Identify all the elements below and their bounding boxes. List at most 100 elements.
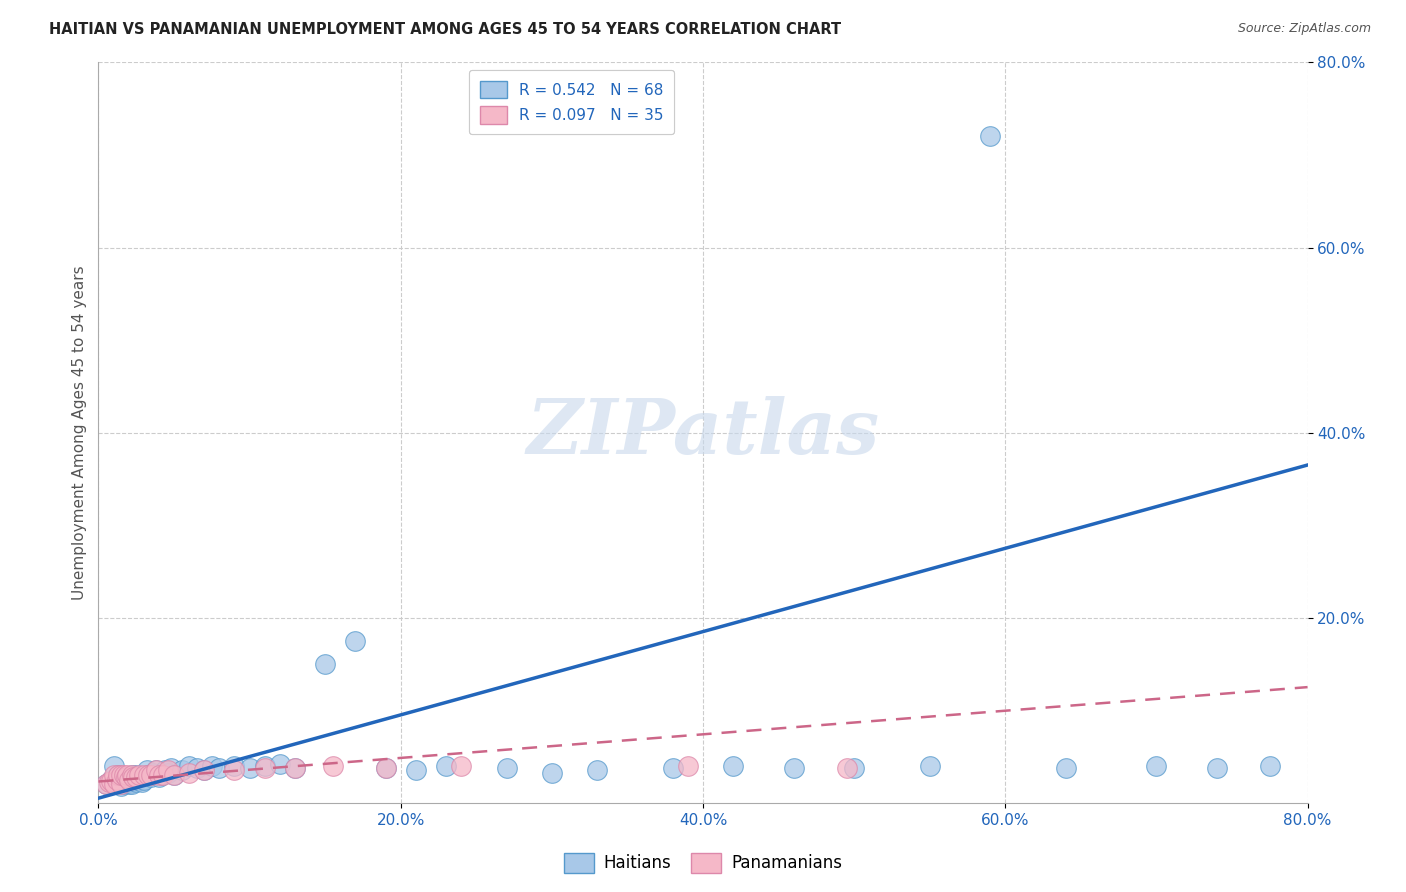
Point bbox=[253, 758, 276, 772]
Point bbox=[723, 758, 745, 772]
Point bbox=[201, 758, 224, 772]
Point bbox=[98, 775, 121, 789]
Point bbox=[661, 761, 683, 775]
Point bbox=[128, 770, 150, 784]
Point bbox=[224, 764, 246, 778]
Point bbox=[114, 775, 136, 789]
Point bbox=[193, 764, 215, 778]
Point bbox=[118, 772, 141, 787]
Point bbox=[122, 772, 145, 787]
Point bbox=[103, 758, 125, 772]
Point bbox=[918, 758, 941, 772]
Point bbox=[142, 766, 165, 780]
Point bbox=[100, 773, 122, 788]
Point bbox=[145, 764, 167, 778]
Point bbox=[141, 770, 163, 784]
Point bbox=[132, 772, 155, 787]
Point bbox=[148, 770, 170, 784]
Point bbox=[405, 764, 427, 778]
Point bbox=[676, 758, 699, 772]
Point bbox=[586, 764, 609, 778]
Point bbox=[160, 761, 183, 775]
Point bbox=[253, 761, 276, 775]
Point bbox=[103, 777, 125, 791]
Point bbox=[1258, 758, 1281, 772]
Point bbox=[156, 766, 179, 780]
Point bbox=[1206, 761, 1229, 775]
Point bbox=[1054, 761, 1077, 775]
Point bbox=[110, 775, 132, 789]
Point bbox=[450, 758, 472, 772]
Point bbox=[132, 768, 155, 782]
Point bbox=[121, 768, 143, 782]
Point bbox=[120, 775, 142, 789]
Point bbox=[127, 772, 149, 787]
Point bbox=[121, 777, 143, 791]
Point bbox=[156, 764, 179, 778]
Point bbox=[163, 768, 186, 782]
Point bbox=[374, 761, 396, 775]
Point bbox=[136, 768, 159, 782]
Point bbox=[170, 764, 193, 778]
Point bbox=[105, 772, 128, 787]
Point bbox=[131, 775, 153, 789]
Point bbox=[110, 777, 132, 791]
Point bbox=[107, 772, 129, 787]
Point bbox=[136, 768, 159, 782]
Point bbox=[495, 761, 517, 775]
Point bbox=[121, 768, 143, 782]
Point bbox=[150, 768, 173, 782]
Point bbox=[322, 758, 344, 772]
Point bbox=[129, 772, 152, 787]
Point bbox=[540, 766, 562, 780]
Point bbox=[112, 770, 135, 784]
Text: HAITIAN VS PANAMANIAN UNEMPLOYMENT AMONG AGES 45 TO 54 YEARS CORRELATION CHART: HAITIAN VS PANAMANIAN UNEMPLOYMENT AMONG… bbox=[49, 22, 841, 37]
Point bbox=[844, 761, 866, 775]
Point bbox=[125, 770, 148, 784]
Point bbox=[835, 761, 858, 775]
Point bbox=[1144, 758, 1167, 772]
Point bbox=[269, 756, 291, 771]
Legend: Haitians, Panamanians: Haitians, Panamanians bbox=[557, 847, 849, 880]
Y-axis label: Unemployment Among Ages 45 to 54 years: Unemployment Among Ages 45 to 54 years bbox=[72, 265, 87, 600]
Point bbox=[208, 761, 231, 775]
Point bbox=[110, 768, 132, 782]
Point bbox=[111, 777, 134, 791]
Point bbox=[128, 768, 150, 782]
Point bbox=[122, 770, 145, 784]
Legend: R = 0.542   N = 68, R = 0.097   N = 35: R = 0.542 N = 68, R = 0.097 N = 35 bbox=[468, 70, 675, 135]
Point bbox=[111, 772, 134, 787]
Point bbox=[284, 761, 307, 775]
Point bbox=[141, 768, 163, 782]
Point bbox=[107, 768, 129, 782]
Point bbox=[94, 777, 117, 791]
Text: Source: ZipAtlas.com: Source: ZipAtlas.com bbox=[1237, 22, 1371, 36]
Point bbox=[186, 761, 208, 775]
Point bbox=[125, 768, 148, 782]
Point bbox=[224, 758, 246, 772]
Point bbox=[105, 777, 128, 791]
Point bbox=[114, 770, 136, 784]
Point bbox=[107, 768, 129, 782]
Point bbox=[314, 657, 336, 671]
Point bbox=[148, 768, 170, 782]
Point bbox=[118, 772, 141, 787]
Point bbox=[193, 764, 215, 778]
Point bbox=[115, 773, 138, 788]
Point bbox=[94, 777, 117, 791]
Point bbox=[135, 764, 157, 778]
Point bbox=[979, 129, 1001, 144]
Point bbox=[115, 768, 138, 782]
Point bbox=[374, 761, 396, 775]
Point bbox=[124, 770, 146, 784]
Point bbox=[100, 772, 122, 787]
Point bbox=[284, 761, 307, 775]
Point bbox=[145, 764, 167, 778]
Point bbox=[103, 768, 125, 782]
Point bbox=[110, 779, 132, 793]
Point bbox=[112, 768, 135, 782]
Point bbox=[434, 758, 457, 772]
Point bbox=[125, 775, 148, 789]
Point bbox=[103, 777, 125, 791]
Point bbox=[118, 777, 141, 791]
